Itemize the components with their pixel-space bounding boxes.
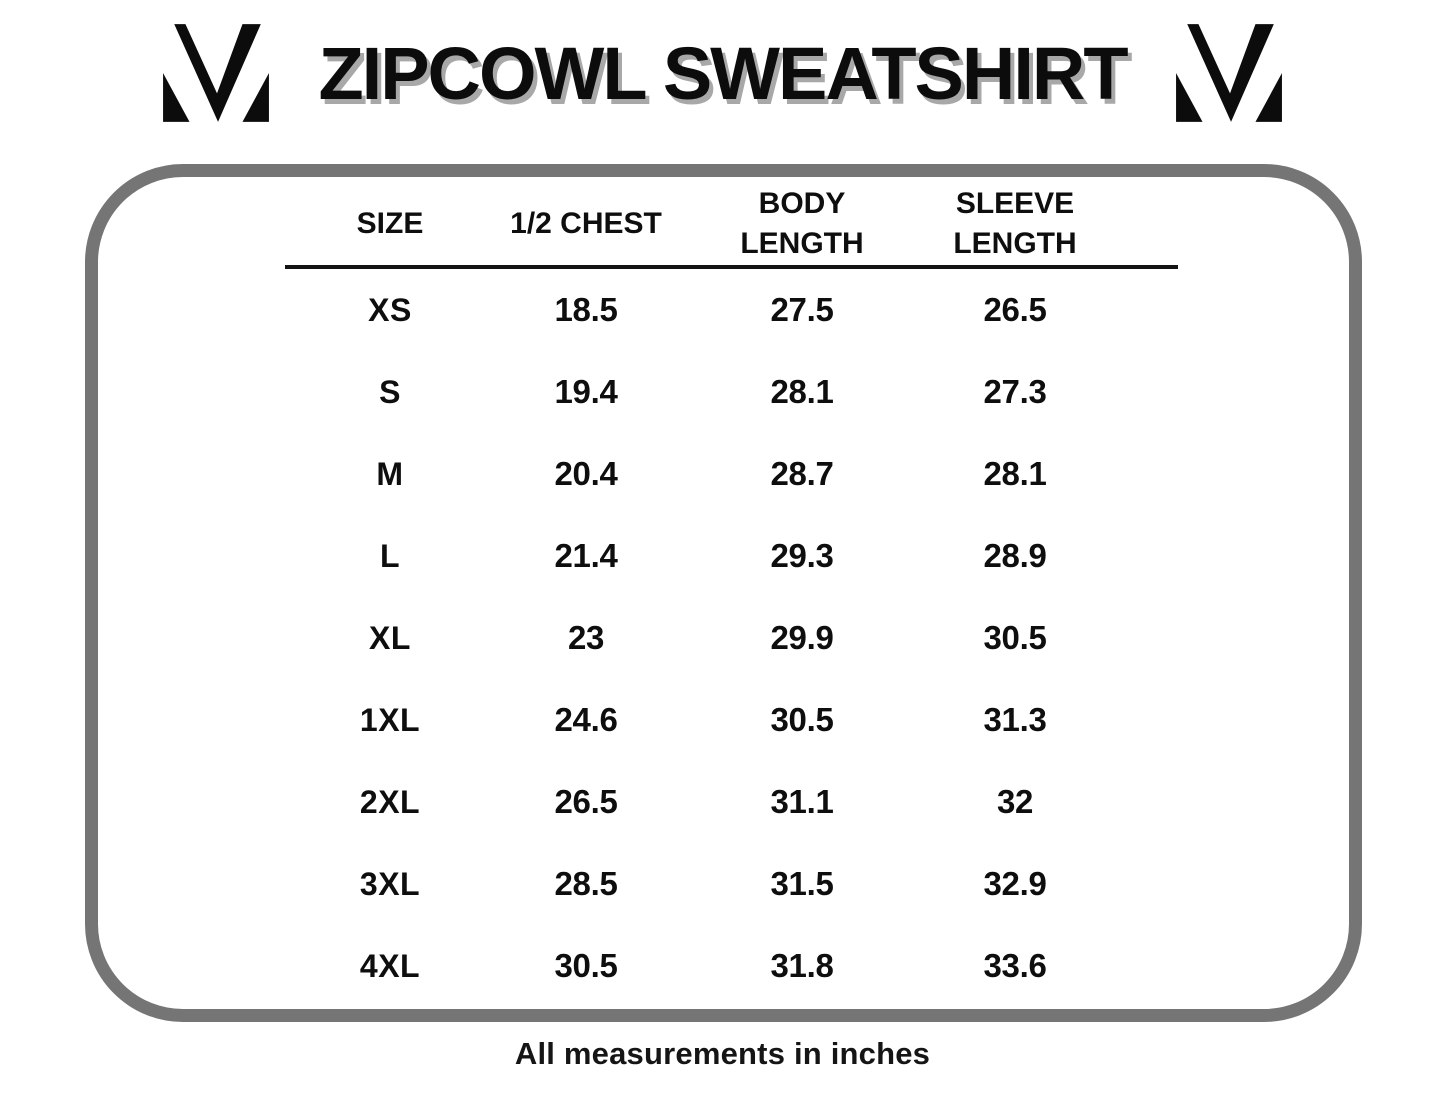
header-line: BODY <box>758 187 846 220</box>
header-line: LENGTH <box>953 227 1077 260</box>
sleeve-length-cell: 33.6 <box>983 947 1047 984</box>
header-line: SLEEVE <box>955 187 1075 220</box>
half-chest-cell: 24.6 <box>554 701 618 738</box>
header-line: 1/2 CHEST <box>510 207 662 240</box>
column-header-body-length: BODY LENGTH <box>677 183 927 265</box>
size-cell: 3XL <box>359 865 421 902</box>
sleeve-length-cell: 31.3 <box>983 701 1047 738</box>
body-length-cell: 29.9 <box>770 619 834 656</box>
size-table-header: SIZE 1/2 CHEST BODY LENGTH SLEEVE LENGTH <box>285 183 1103 265</box>
page-title: ZIPCOWL SWEATSHIRT <box>318 31 1128 115</box>
header-divider-line <box>285 265 1178 269</box>
size-cell: 2XL <box>359 783 421 820</box>
brand-header: ZIPCOWL SWEATSHIRT <box>0 14 1445 132</box>
body-length-cell: 31.5 <box>770 865 834 902</box>
size-cell: 1XL <box>359 701 421 738</box>
half-chest-cell: 19.4 <box>554 373 618 410</box>
size-cell: S <box>379 373 401 410</box>
column-header-size: SIZE <box>285 183 495 265</box>
header-line: LENGTH <box>740 227 864 260</box>
size-table-body: XS 18.5 27.5 26.5 S 19.4 28.1 27.3 M 20.… <box>285 269 1103 1007</box>
header-line: SIZE <box>356 207 424 240</box>
size-cell: 4XL <box>359 947 421 984</box>
half-chest-cell: 30.5 <box>554 947 618 984</box>
body-length-cell: 28.7 <box>770 455 834 492</box>
column-header-half-chest: 1/2 CHEST <box>495 183 677 265</box>
measurements-note: All measurements in inches <box>514 1036 931 1071</box>
monogram-m-icon <box>163 24 270 122</box>
sleeve-length-cell: 32 <box>996 783 1034 820</box>
body-length-cell: 31.8 <box>770 947 834 984</box>
size-cell: XS <box>368 291 412 328</box>
half-chest-cell: 20.4 <box>554 455 618 492</box>
body-length-cell: 28.1 <box>770 373 834 410</box>
half-chest-cell: 18.5 <box>554 291 618 328</box>
body-length-cell: 27.5 <box>770 291 834 328</box>
sleeve-length-cell: 30.5 <box>983 619 1047 656</box>
size-cell: M <box>376 455 404 492</box>
monogram-m-icon <box>1175 24 1282 122</box>
size-cell: L <box>379 537 401 574</box>
sleeve-length-cell: 32.9 <box>983 865 1047 902</box>
sleeve-length-cell: 26.5 <box>983 291 1047 328</box>
body-length-cell: 30.5 <box>770 701 834 738</box>
sleeve-length-cell: 28.1 <box>983 455 1047 492</box>
brand-monogram-icon <box>160 22 272 124</box>
sleeve-length-cell: 28.9 <box>983 537 1047 574</box>
half-chest-cell: 26.5 <box>554 783 618 820</box>
size-cell: XL <box>369 619 411 656</box>
half-chest-cell: 23 <box>567 619 605 656</box>
body-length-cell: 29.3 <box>770 537 834 574</box>
column-header-sleeve-length: SLEEVE LENGTH <box>927 183 1103 265</box>
half-chest-cell: 28.5 <box>554 865 618 902</box>
body-length-cell: 31.1 <box>770 783 834 820</box>
brand-monogram-icon <box>1173 22 1285 124</box>
half-chest-cell: 21.4 <box>554 537 618 574</box>
size-chart-frame <box>85 164 1362 1022</box>
sleeve-length-cell: 27.3 <box>983 373 1047 410</box>
